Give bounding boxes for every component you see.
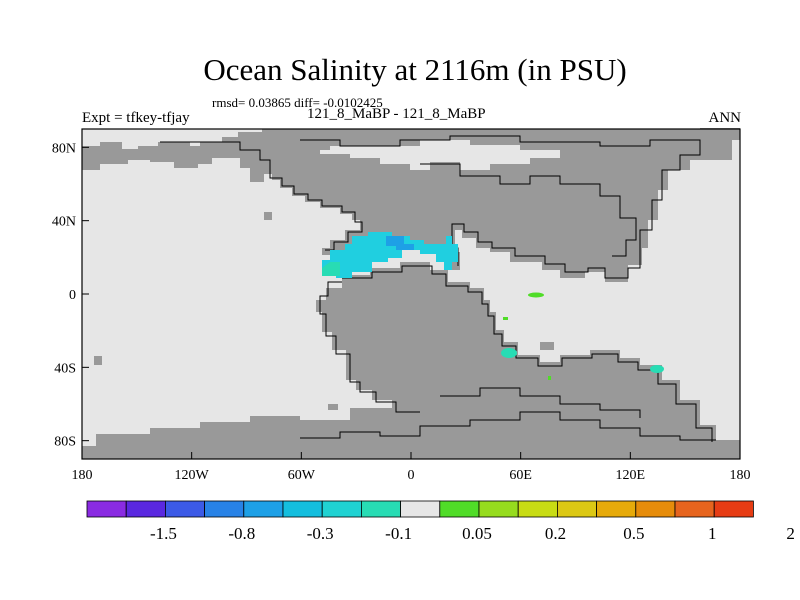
colorbar-box	[204, 500, 245, 518]
land-southern-continent	[96, 262, 716, 450]
colorbar-box	[321, 500, 362, 518]
anomaly-patch-teal	[322, 262, 340, 276]
experiment-label: Expt = tfkey-tfjay	[82, 110, 190, 126]
colorbar-label: 0.2	[545, 524, 566, 543]
map-panel: 180 120W 60W 0 60E 120E 180 80N 40N 0 40S 80S	[52, 128, 751, 483]
salinity-anomaly-patches	[322, 232, 664, 380]
colorbar-label: 0.5	[623, 524, 644, 543]
coastline-southern-west	[319, 281, 420, 413]
land-masses	[82, 128, 740, 459]
x-tick-label: 60W	[288, 468, 316, 483]
colorbar-box	[360, 500, 401, 518]
plot-title: Ocean Salinity at 2116m (in PSU)	[203, 52, 627, 87]
colorbar-label: 1	[708, 524, 717, 543]
colorbar-box	[439, 500, 480, 518]
anomaly-patch-south-atlantic	[501, 348, 517, 358]
island-3	[328, 404, 338, 410]
anomaly-patch-south-indian	[650, 365, 664, 373]
colorbar-box	[557, 500, 598, 518]
coastline-south-polar	[300, 411, 716, 441]
colorbar-box	[674, 500, 715, 518]
x-tick-label: 0	[408, 468, 415, 483]
coastline-inner-2	[440, 387, 641, 418]
island-4	[540, 342, 554, 350]
colorbar-box	[596, 500, 637, 518]
season-label: ANN	[708, 110, 742, 126]
island-2	[264, 212, 272, 220]
y-tick-label: 40N	[52, 215, 76, 230]
y-axis: 80N 40N 0 40S 80S	[52, 141, 89, 450]
colorbar-box	[125, 500, 166, 518]
x-tick-label: 60E	[509, 468, 532, 483]
y-tick-label: 80S	[54, 435, 76, 450]
island-6	[700, 128, 740, 140]
colorbar-box	[86, 500, 127, 518]
colorbar-box	[517, 500, 558, 518]
y-tick-label: 80N	[52, 141, 76, 156]
colorbar: -1.5 -0.8 -0.3 -0.1 0.05 0.2 0.5 1 2	[86, 500, 795, 543]
island-1	[94, 356, 102, 365]
colorbar-label: -0.8	[228, 524, 255, 543]
y-tick-label: 0	[69, 288, 76, 303]
colorbar-label: 2	[786, 524, 795, 543]
land-south-polar	[82, 430, 740, 459]
colorbar-label: -0.1	[385, 524, 412, 543]
x-tick-label: 120E	[616, 468, 646, 483]
colorbar-box	[243, 500, 284, 518]
arctic-sea	[320, 140, 560, 170]
colorbar-box	[478, 500, 519, 518]
colorbar-box	[713, 500, 754, 518]
colorbar-label: -0.3	[307, 524, 334, 543]
x-tick-label: 180	[730, 468, 751, 483]
anomaly-patch-small-2	[548, 376, 551, 380]
comparison-label: 121_8_MaBP - 121_8_MaBP	[307, 106, 486, 122]
anomaly-patch-equatorial	[528, 292, 544, 298]
colorbar-box	[282, 500, 323, 518]
anomaly-patch-small-1	[503, 317, 508, 320]
x-tick-label: 180	[72, 468, 93, 483]
colorbar-box	[635, 500, 676, 518]
coastline-north	[300, 135, 701, 279]
colorbar-box	[164, 500, 205, 518]
x-axis: 180 120W 60W 0 60E 120E 180	[72, 452, 751, 483]
y-tick-label: 40S	[54, 361, 76, 376]
island-5	[508, 342, 518, 348]
coastline-north-west	[160, 141, 363, 251]
x-tick-label: 120W	[175, 468, 210, 483]
colorbar-box	[400, 500, 441, 518]
coastline-inner-1	[420, 163, 637, 257]
statistics-text: rmsd= 0.03865 diff= -0.0102425	[212, 95, 383, 110]
anomaly-patch-deep-blue	[386, 236, 414, 250]
land-north	[82, 129, 740, 282]
colorbar-label: 0.05	[462, 524, 492, 543]
coastline-southern	[342, 265, 713, 442]
anomaly-patch-north-atlantic	[322, 232, 458, 278]
coastlines	[160, 135, 716, 442]
colorbar-label: -1.5	[150, 524, 177, 543]
